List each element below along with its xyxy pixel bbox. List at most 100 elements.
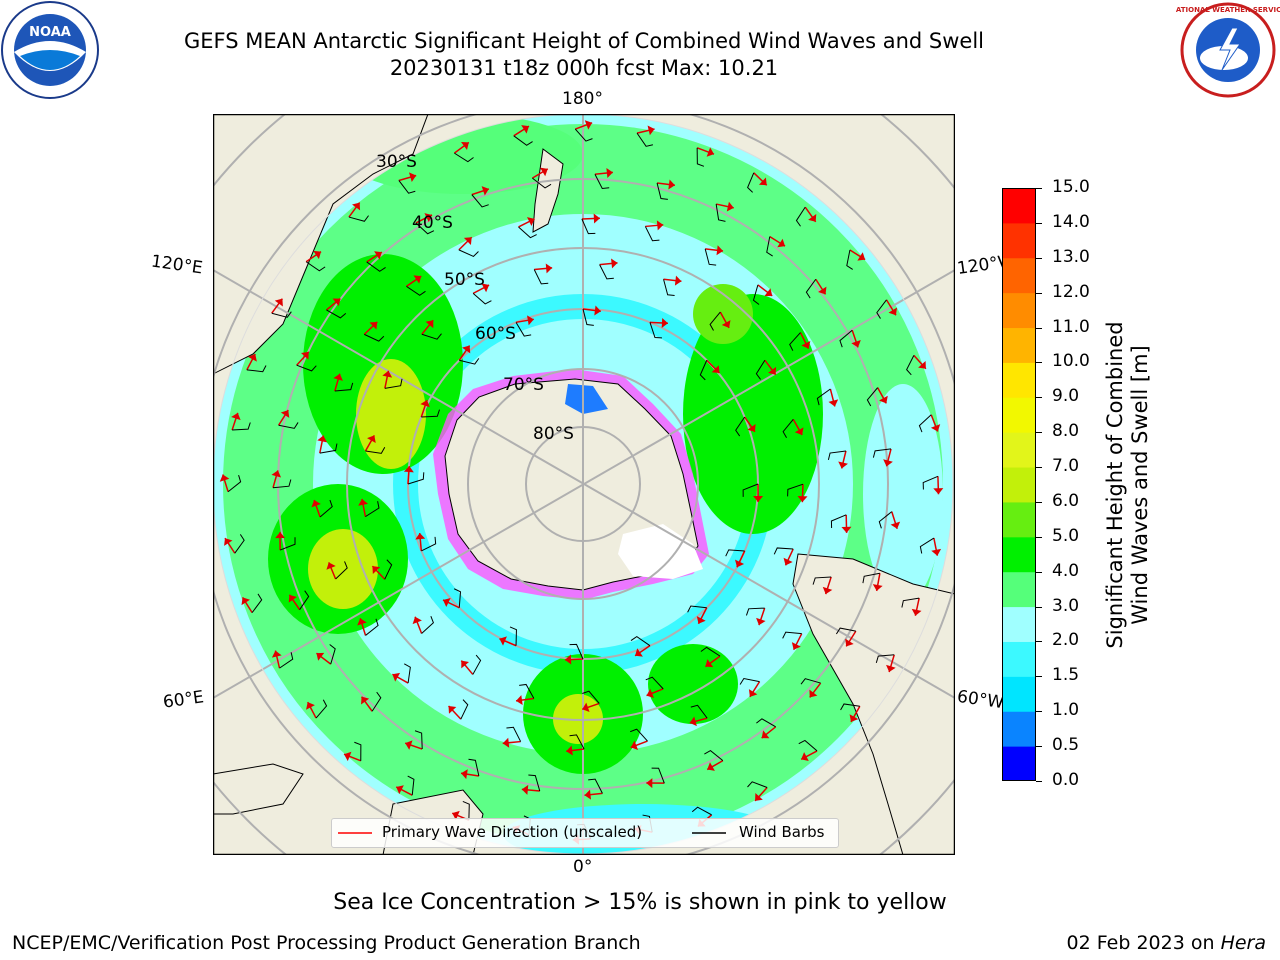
colorbar-tick-mark (1036, 432, 1042, 434)
wind-barb (725, 549, 745, 557)
colorbar-tick-label: 14.0 (1052, 211, 1090, 232)
wind-barb (513, 135, 533, 146)
wind-barb (901, 597, 920, 608)
wind-barb (506, 726, 522, 742)
wind-barb (812, 576, 832, 585)
lon-label-60w: 60°W (955, 686, 1006, 714)
lon-label-120e: 120°E (149, 251, 204, 279)
wave-direction-arrowhead (794, 427, 804, 436)
wind-barb (365, 618, 379, 636)
wave-direction-arrowhead (526, 217, 535, 227)
wind-barb (630, 728, 648, 742)
wind-barb (816, 388, 831, 406)
footer-date-text: 02 Feb 2023 on (1066, 932, 1215, 954)
wave-direction-arrowhead (316, 652, 325, 661)
wave-direction-arrowhead (872, 584, 883, 591)
wind-barb (468, 758, 480, 777)
wind-barb (315, 699, 328, 719)
wind-barb (919, 537, 935, 554)
colorbar-bins (1002, 188, 1036, 781)
wind-barb (569, 643, 584, 660)
wave-direction-arrowhead (288, 594, 297, 603)
wave-direction-arrowhead (521, 125, 529, 134)
wave-direction-arrowhead (352, 202, 361, 211)
colorbar-tick-mark (1036, 746, 1042, 748)
wind-barb (454, 152, 474, 163)
colorbar-tick-mark (1036, 362, 1042, 364)
colorbar-tick-label: 9.0 (1052, 386, 1080, 407)
wave-direction-arrowhead (409, 172, 417, 182)
wind-barb (755, 359, 766, 380)
wave-direction-arrowhead (838, 461, 848, 469)
wind-barb (745, 607, 765, 616)
wave-direction-arrowhead (367, 435, 376, 444)
wind-barb (922, 475, 939, 490)
legend-wave-direction-label: Primary Wave Direction (unscaled) (382, 823, 643, 841)
colorbar-bin (1002, 397, 1036, 433)
wave-direction-arrowhead (879, 395, 888, 404)
colorbar-tick-mark (1036, 501, 1042, 503)
wave-direction-arrowhead (674, 275, 682, 286)
colorbar-tick-label: 2.0 (1052, 630, 1080, 651)
wave-direction-arrowhead (461, 141, 469, 151)
wind-barb (588, 778, 603, 794)
footer-date: 02 Feb 2023 on Hera (1067, 932, 1266, 954)
wave-direction-arrowhead (911, 608, 922, 616)
wave-direction-arrowhead (448, 705, 457, 714)
colorbar-bin (1002, 641, 1036, 677)
wind-barb (696, 147, 705, 167)
wave-direction-arrowhead (809, 689, 818, 698)
wind-barb (384, 559, 393, 580)
wind-barb (699, 360, 708, 381)
wave-direction-arrowhead (716, 245, 724, 256)
lon-label-0: 0° (573, 857, 593, 877)
colorbar-bin (1002, 222, 1036, 259)
wave-direction-arrowhead (405, 740, 413, 750)
wave-direction-arrowhead (224, 538, 233, 546)
wave-direction-arrowhead (822, 586, 833, 595)
wave-direction-arrowhead (306, 702, 315, 710)
wind-barb (519, 683, 535, 699)
wind-barb (384, 378, 403, 389)
wind-barb (789, 332, 801, 351)
wave-direction-arrowhead (668, 179, 675, 190)
wind-barb (574, 128, 593, 142)
colorbar-tick-label: 3.0 (1052, 595, 1080, 616)
wind-barb (835, 627, 856, 635)
colorbar-title-line1: Significant Height of Combined (1103, 321, 1127, 649)
wind-barb (279, 652, 294, 669)
wind-barb (471, 194, 489, 208)
wave-direction-arrowhead (930, 424, 941, 432)
wind-barb (421, 333, 442, 340)
colorbar-tick-mark (1036, 467, 1042, 469)
wave-direction-arrowhead (333, 373, 343, 381)
wind-barb (798, 739, 818, 752)
wave-direction-arrowhead (747, 424, 756, 432)
wind-barb (766, 236, 773, 257)
wind-barb (875, 654, 895, 663)
wind-barb (335, 561, 348, 580)
colorbar-tick-mark (1036, 188, 1042, 189)
wave-direction-arrowhead (412, 616, 422, 625)
wave-direction-arrowhead (313, 250, 322, 260)
wave-direction-arrowhead (425, 320, 434, 329)
wave-direction-arrowhead (499, 636, 507, 646)
colorbar-tick-mark (1036, 781, 1042, 782)
colorbar-tick-label: 0.0 (1052, 770, 1080, 790)
wind-barb (472, 293, 492, 305)
wave-direction-arrowhead (735, 559, 745, 568)
wind-barb (509, 626, 517, 646)
wind-barb (636, 132, 654, 147)
wave-direction-arrowhead (818, 286, 827, 295)
wind-barb (735, 416, 746, 437)
colorbar-bin (1002, 536, 1036, 573)
wave-direction-arrowhead (890, 521, 901, 529)
colorbar-tick-label: 12.0 (1052, 281, 1090, 302)
wave-direction-arrowhead (755, 793, 763, 801)
wind-barb (227, 474, 242, 493)
wave-direction-arrowhead (481, 186, 489, 196)
wind-barb (460, 699, 469, 720)
wind-barb (271, 311, 292, 318)
wind-barb (251, 593, 263, 613)
colorbar-bin (1002, 327, 1036, 363)
